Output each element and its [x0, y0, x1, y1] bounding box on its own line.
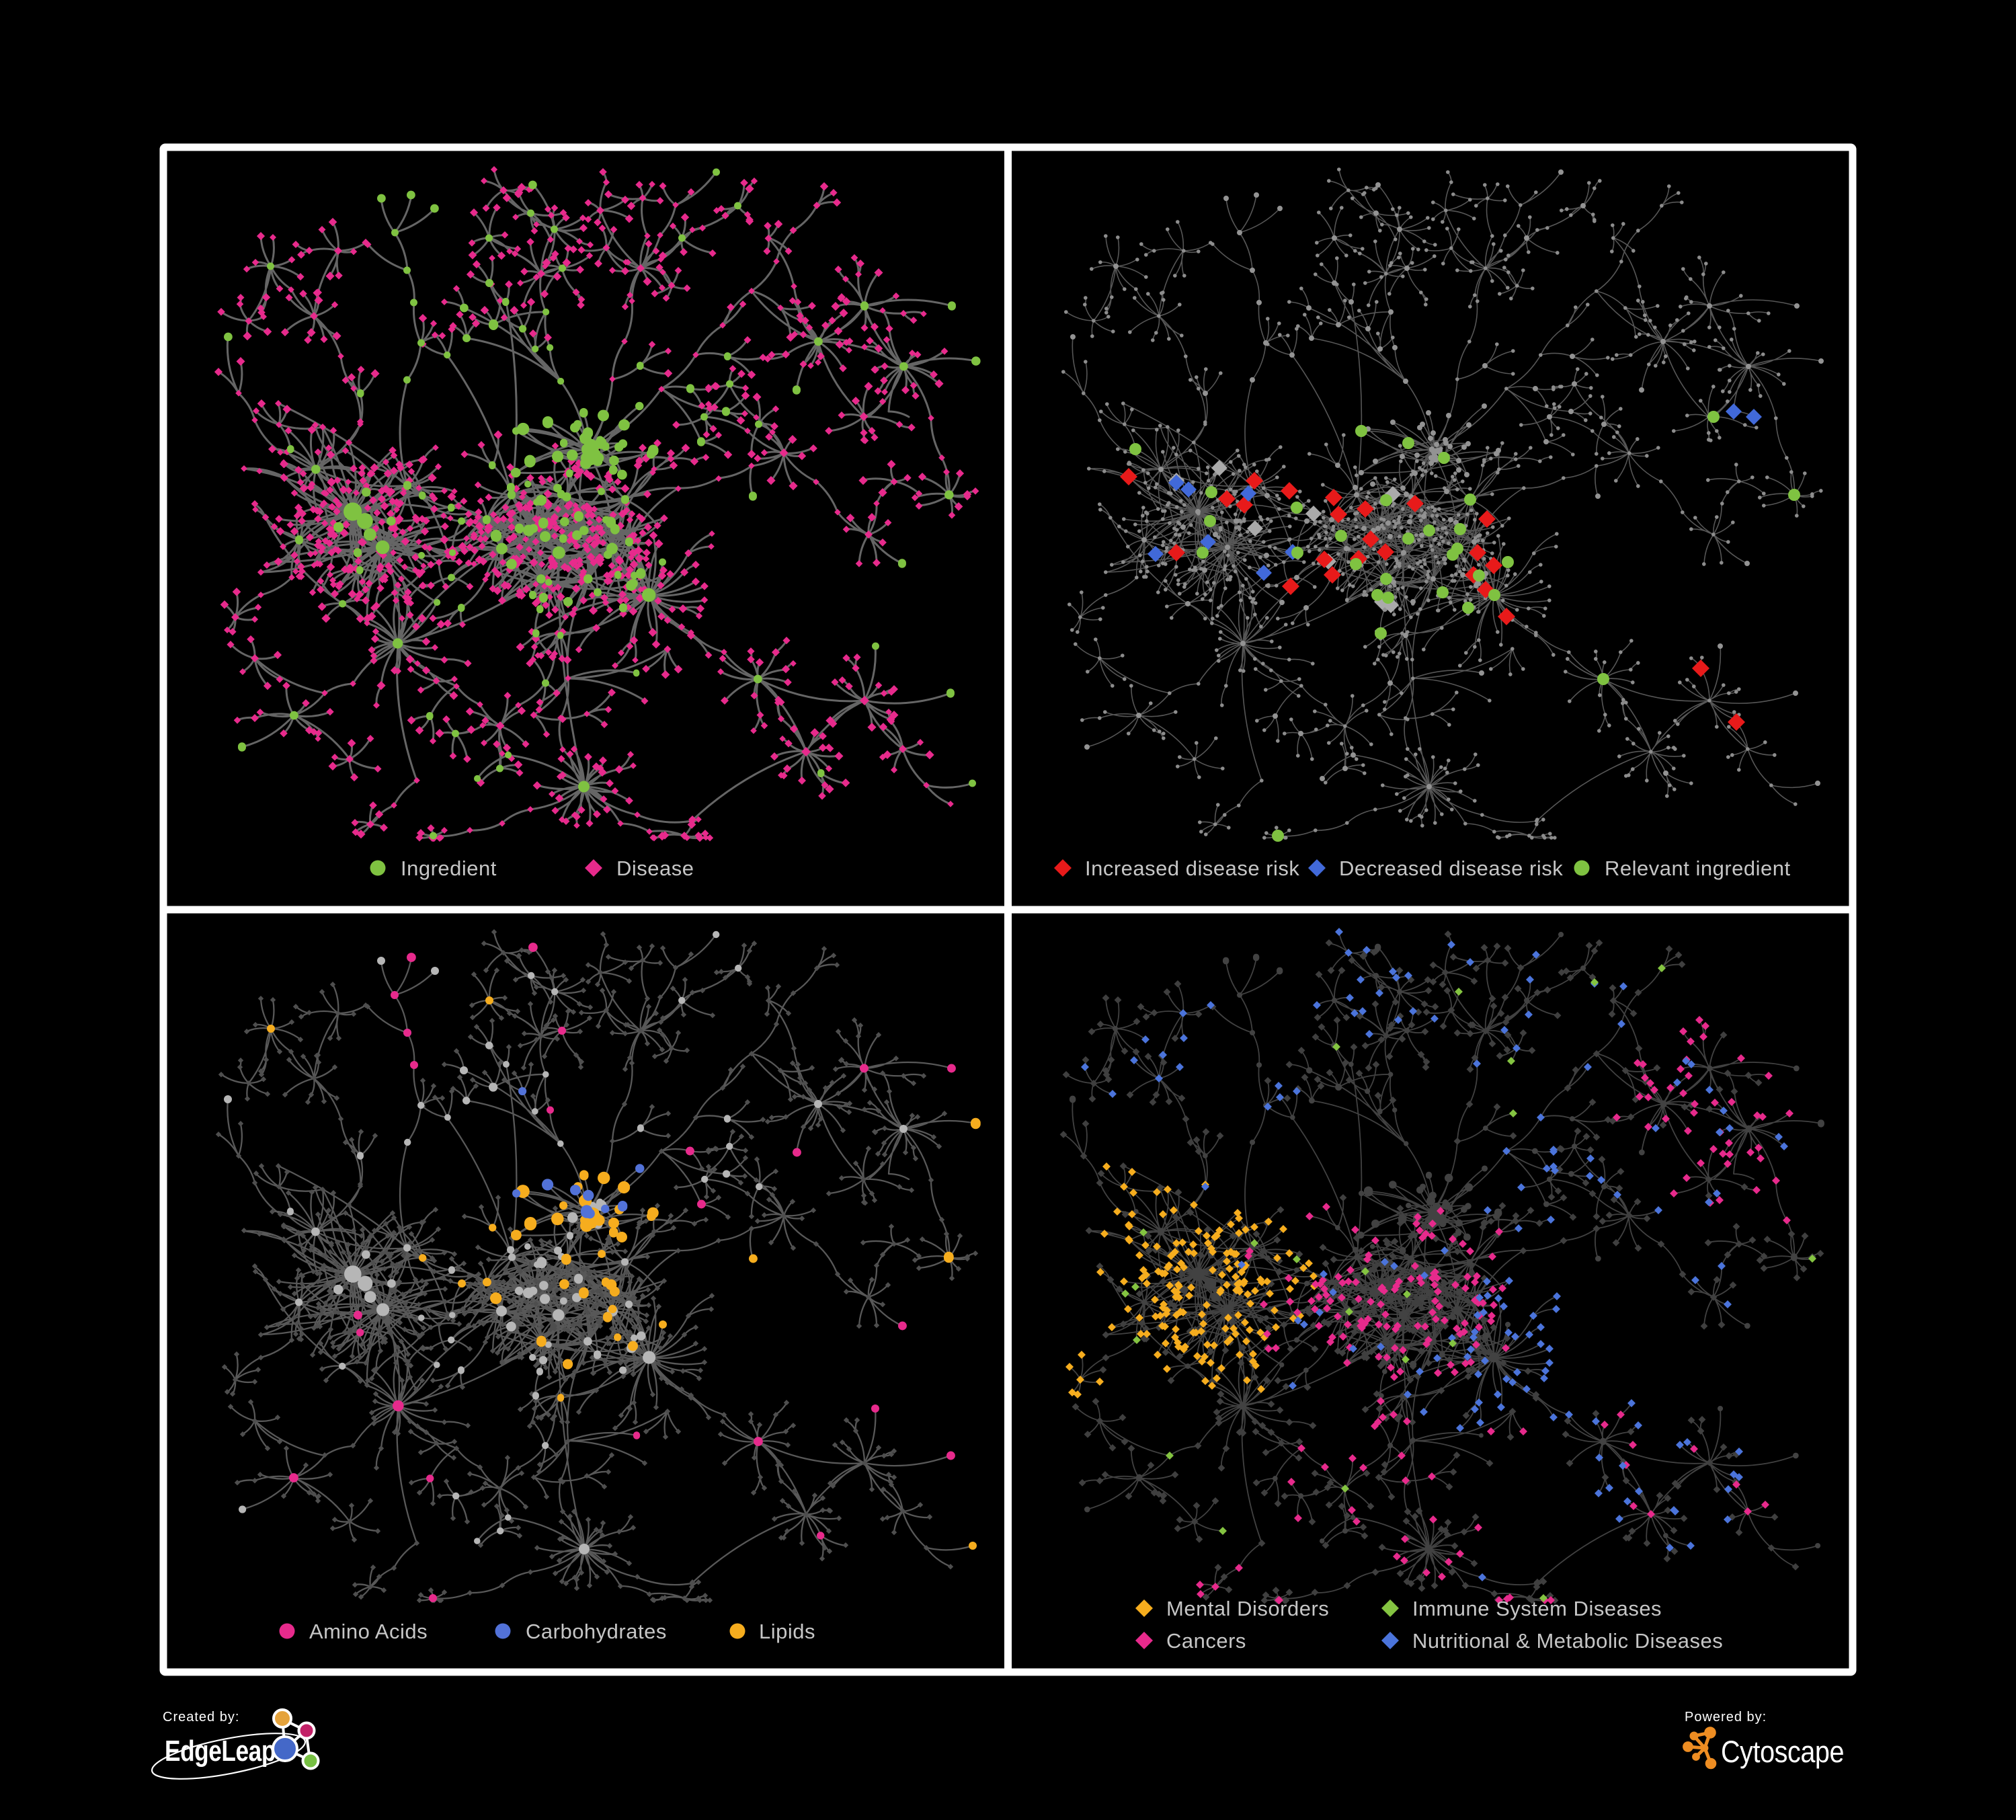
svg-text:Immune System Diseases: Immune System Diseases [1412, 1597, 1662, 1620]
svg-text:Increased disease risk: Increased disease risk [1085, 857, 1299, 880]
svg-text:Lipids: Lipids [759, 1620, 815, 1643]
svg-text:Mental Disorders: Mental Disorders [1166, 1597, 1329, 1620]
svg-text:Decreased disease risk: Decreased disease risk [1339, 857, 1563, 880]
svg-text:Carbohydrates: Carbohydrates [526, 1620, 667, 1643]
svg-text:Created by:: Created by: [163, 1710, 239, 1725]
svg-text:Cytoscape: Cytoscape [1721, 1735, 1844, 1769]
svg-text:Ingredient: Ingredient [401, 857, 497, 880]
svg-text:Powered by:: Powered by: [1685, 1710, 1767, 1725]
svg-text:Amino Acids: Amino Acids [309, 1620, 428, 1643]
svg-text:Nutritional & Metabolic Diseas: Nutritional & Metabolic Diseases [1412, 1629, 1723, 1653]
svg-text:EdgeLeap: EdgeLeap [165, 1735, 276, 1768]
svg-text:Relevant ingredient: Relevant ingredient [1605, 857, 1791, 880]
svg-text:Disease: Disease [616, 857, 694, 880]
svg-text:Cancers: Cancers [1166, 1629, 1246, 1653]
